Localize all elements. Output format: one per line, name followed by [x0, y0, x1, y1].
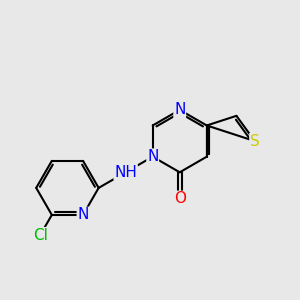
Text: O: O — [174, 191, 186, 206]
Text: N: N — [147, 149, 158, 164]
Text: N: N — [77, 207, 89, 222]
Text: N: N — [174, 102, 185, 117]
Text: Cl: Cl — [33, 228, 48, 243]
Text: S: S — [250, 134, 260, 148]
Text: NH: NH — [114, 165, 137, 180]
